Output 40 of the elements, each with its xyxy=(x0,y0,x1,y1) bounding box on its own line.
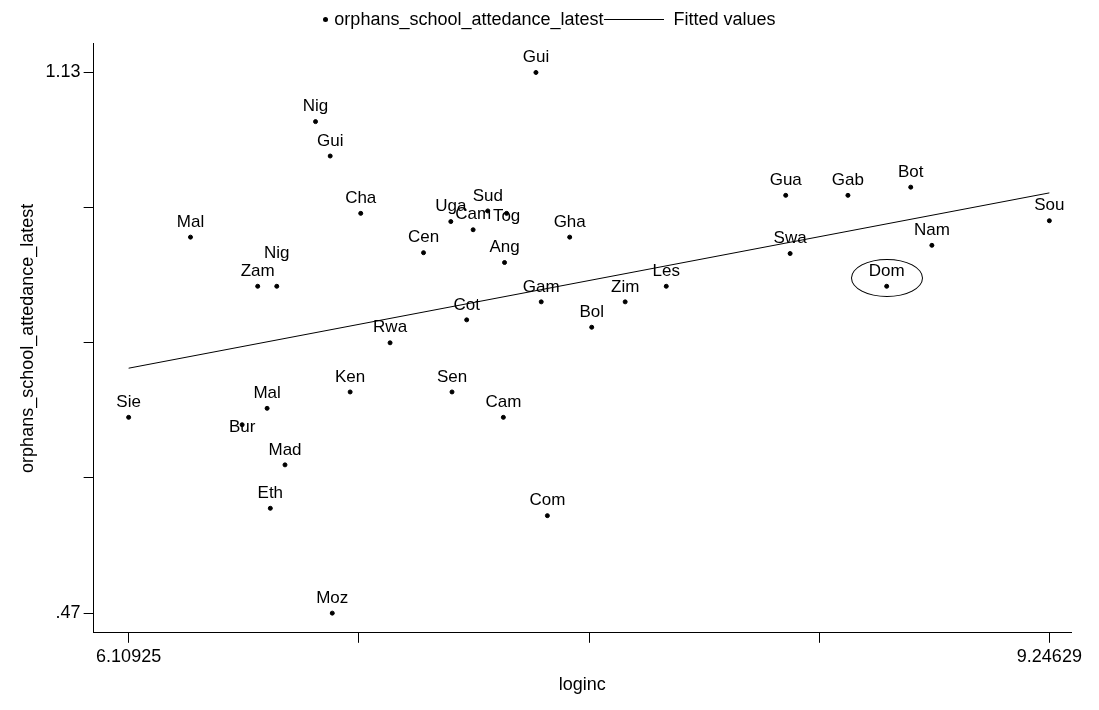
annotation: Gua xyxy=(769,170,803,190)
annotation: Mal xyxy=(176,211,205,231)
annotation: Nam xyxy=(913,220,950,240)
annotation: Les xyxy=(652,260,680,280)
annotation: Gui xyxy=(522,47,550,67)
annotation: Gha xyxy=(553,211,587,231)
annotation: Cen xyxy=(407,227,440,247)
annotation: Zam xyxy=(240,260,275,280)
annotation: Com xyxy=(529,490,566,510)
annotation: Eth xyxy=(257,482,284,502)
annotation: Rwa xyxy=(373,317,408,337)
annotation: Cha xyxy=(345,188,377,208)
annotation: Sud xyxy=(472,185,503,205)
annotation: Gui xyxy=(316,130,344,150)
legend-label: orphans_school_attedance_latest xyxy=(334,8,604,30)
annotation: Gab xyxy=(831,170,865,190)
y-tick-label: 1.13 xyxy=(45,61,81,82)
annotation: Sou xyxy=(1034,195,1065,215)
annotation: Tog xyxy=(492,206,521,226)
annotation: Mal xyxy=(253,383,281,403)
annotation: Mad xyxy=(268,439,302,459)
x-axis-title: loginc xyxy=(558,674,606,695)
annotation: Dom xyxy=(868,260,905,280)
annotation: Sen xyxy=(436,366,468,386)
x-tick-label: 9.24629 xyxy=(1016,645,1082,666)
y-tick-label: .47 xyxy=(55,602,81,623)
annotation: Ang xyxy=(489,237,520,257)
annotation: Cam xyxy=(485,392,522,412)
annotation: Ken xyxy=(335,366,366,386)
annotation: Moz xyxy=(316,587,349,607)
annotation: Bol xyxy=(579,301,604,321)
x-tick-label: 6.10925 xyxy=(96,645,162,666)
legend-label: Fitted values xyxy=(673,8,776,30)
y-axis-title: orphans_school_attedance_latest xyxy=(16,203,38,473)
annotation: Swa xyxy=(773,228,808,248)
annotation: Sie xyxy=(116,392,141,412)
annotation: Nig xyxy=(264,242,290,262)
annotation: Zim xyxy=(611,276,640,296)
annotation: Bot xyxy=(897,161,924,181)
annotation: Nig xyxy=(302,96,329,116)
